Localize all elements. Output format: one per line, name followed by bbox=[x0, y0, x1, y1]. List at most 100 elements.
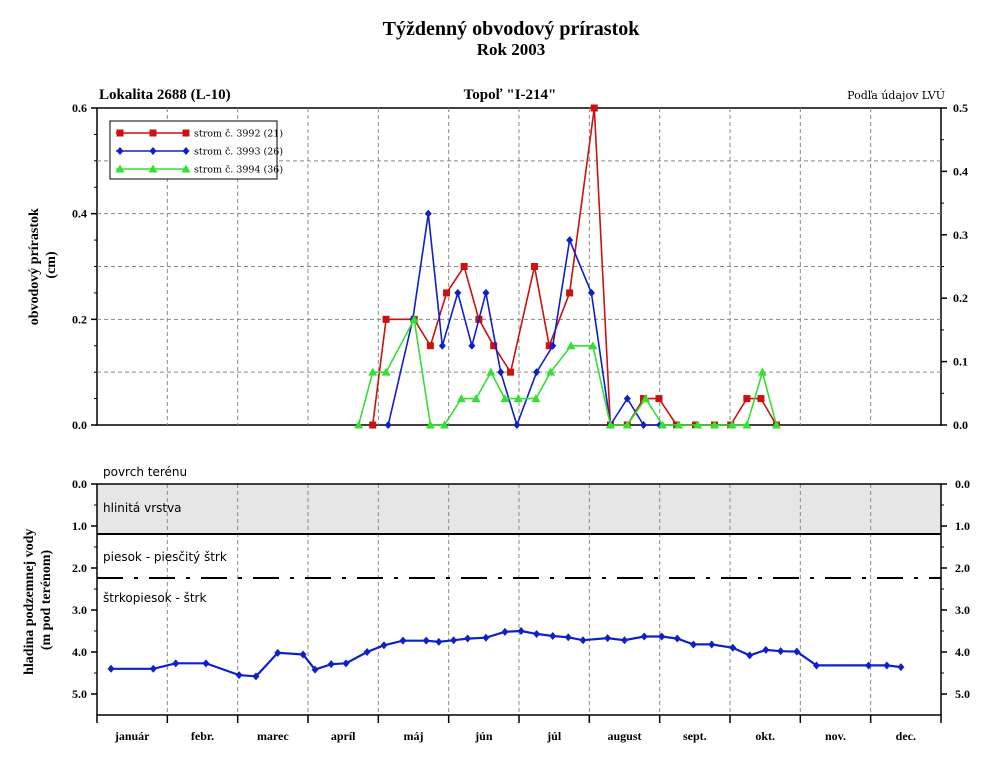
groundwater-data-point bbox=[202, 659, 210, 668]
legend-marker bbox=[116, 147, 124, 155]
legend-marker bbox=[115, 164, 125, 173]
growth-data-point bbox=[471, 394, 481, 403]
month-label-7: júl bbox=[546, 729, 562, 743]
groundwater-panel: 0.0 0.0 1.0 1.0 2.0 2.0 3.0 3.0 4.0 4.0 5.0 5.0 pov… bbox=[22, 465, 970, 743]
growth-y2-tick-label: 0.1 bbox=[953, 355, 968, 369]
groundwater-grid bbox=[166, 484, 872, 715]
growth-data-point bbox=[588, 341, 598, 350]
growth-data-point bbox=[460, 263, 468, 270]
growth-data-point bbox=[456, 394, 466, 403]
growth-data-point bbox=[497, 368, 505, 377]
month-label-8: august bbox=[607, 729, 641, 743]
month-label-1: január bbox=[114, 729, 150, 743]
growth-data-point bbox=[545, 342, 553, 350]
layer-gravel-label: štrkopiesok - štrk bbox=[103, 591, 206, 605]
growth-data-point bbox=[710, 420, 720, 429]
growth-series-3 bbox=[354, 314, 781, 429]
groundwater-data-point bbox=[883, 661, 891, 670]
growth-data-point bbox=[382, 315, 390, 323]
legend-item: strom č. 3992 (21) bbox=[116, 129, 283, 140]
month-label-5: máj bbox=[404, 729, 424, 743]
growth-y2-tick-label: 0.4 bbox=[953, 164, 968, 178]
groundwater-data-point bbox=[533, 629, 541, 638]
growth-data-point bbox=[507, 368, 515, 376]
groundwater-axes: 0.0 0.0 1.0 1.0 2.0 2.0 3.0 3.0 4.0 4.0 5.0 5.0 bbox=[72, 477, 970, 723]
groundwater-data-point bbox=[235, 671, 243, 680]
legend-marker bbox=[149, 129, 157, 137]
growth-data-point bbox=[513, 421, 521, 429]
groundwater-data-point bbox=[299, 650, 307, 659]
growth-data-point bbox=[641, 394, 651, 403]
growth-y-tick-label: 0.4 bbox=[72, 207, 87, 221]
month-label-6: jún bbox=[474, 729, 493, 743]
groundwater-data-point bbox=[363, 648, 371, 656]
legend-marker bbox=[116, 129, 124, 137]
groundwater-data-point bbox=[435, 637, 443, 646]
month-label-10: okt. bbox=[755, 729, 775, 743]
groundwater-data-point bbox=[342, 659, 350, 668]
growth-series-2 bbox=[384, 209, 664, 429]
groundwater-data-point bbox=[762, 645, 770, 654]
growth-y2-tick-label: 0.0 bbox=[953, 418, 968, 432]
growth-y2-tick-label: 0.5 bbox=[953, 101, 968, 115]
groundwater-data-point bbox=[274, 648, 282, 657]
month-label-4: apríl bbox=[331, 729, 356, 743]
groundwater-data-point bbox=[729, 643, 737, 652]
growth-data-point bbox=[623, 394, 631, 403]
legend-label: strom č. 3994 (36) bbox=[194, 165, 283, 176]
growth-y-tick-label: 0.6 bbox=[72, 101, 87, 115]
growth-data-point bbox=[566, 289, 574, 297]
growth-data-point bbox=[424, 209, 432, 218]
growth-data-point bbox=[639, 421, 647, 429]
growth-data-point bbox=[439, 420, 449, 429]
growth-y2-tick-label: 0.3 bbox=[953, 228, 968, 242]
groundwater-data-point bbox=[673, 634, 681, 643]
groundwater-data-point bbox=[399, 636, 407, 645]
month-label-9: sept. bbox=[683, 729, 707, 743]
growth-data-point bbox=[587, 288, 595, 297]
growth-data-point bbox=[727, 420, 737, 429]
layer-clay-label: hlinitá vrstva bbox=[103, 501, 182, 515]
groundwater-data-point bbox=[517, 627, 525, 635]
legend-marker bbox=[181, 164, 191, 173]
month-label-11: nov. bbox=[825, 729, 846, 743]
groundwater-data-point bbox=[501, 627, 509, 636]
growth-data-point bbox=[742, 420, 752, 429]
growth-data-point bbox=[443, 289, 451, 297]
groundwater-data-point bbox=[777, 647, 785, 656]
groundwater-y-axis-label: hladina podzemnej vody (m pod terénom) bbox=[22, 525, 54, 675]
growth-data-point bbox=[657, 420, 667, 429]
groundwater-y2-tick-label: 1.0 bbox=[955, 519, 970, 533]
legend-label: strom č. 3992 (21) bbox=[194, 129, 283, 140]
groundwater-y2-tick-label: 2.0 bbox=[955, 561, 970, 575]
legend-marker bbox=[182, 129, 190, 137]
groundwater-data-point bbox=[311, 665, 319, 674]
groundwater-data-point bbox=[689, 640, 697, 649]
growth-data-point bbox=[590, 104, 598, 112]
growth-series bbox=[354, 104, 781, 429]
growth-data-point bbox=[533, 368, 541, 377]
groundwater-y-tick-label: 4.0 bbox=[72, 645, 87, 659]
legend-marker bbox=[148, 164, 158, 173]
groundwater-data-point bbox=[658, 632, 666, 641]
groundwater-data-point bbox=[252, 672, 260, 681]
groundwater-data-point bbox=[579, 636, 587, 645]
growth-data-point bbox=[674, 420, 684, 429]
groundwater-data-point bbox=[549, 632, 557, 641]
groundwater-data-point bbox=[813, 661, 821, 670]
source-note: Podľa údajov LVÚ bbox=[847, 88, 945, 102]
growth-data-point bbox=[486, 367, 496, 376]
groundwater-data-point bbox=[897, 663, 905, 672]
groundwater-data-point bbox=[640, 632, 648, 641]
growth-data-point bbox=[454, 288, 462, 297]
growth-data-point bbox=[384, 421, 392, 429]
groundwater-y-tick-label: 1.0 bbox=[72, 519, 87, 533]
layer-sand-label: piesok - piesčitý štrk bbox=[103, 550, 227, 564]
growth-data-point bbox=[531, 394, 541, 403]
growth-data-point bbox=[425, 420, 435, 429]
groundwater-y-tick-label: 5.0 bbox=[72, 687, 87, 701]
growth-data-point bbox=[757, 367, 767, 376]
growth-data-point bbox=[771, 420, 781, 429]
legend: strom č. 3992 (21) strom č. 3993 (26) stro… bbox=[109, 120, 283, 180]
